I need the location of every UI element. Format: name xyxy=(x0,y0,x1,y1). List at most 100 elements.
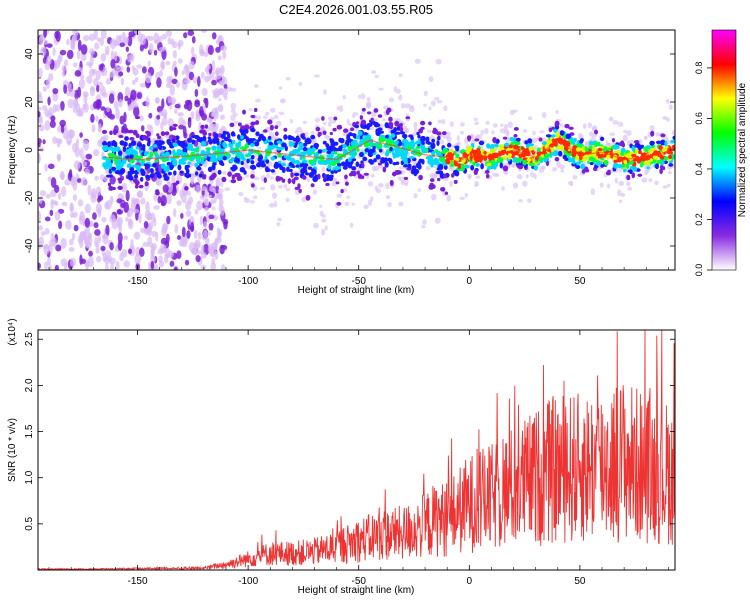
spectrogram-speckle xyxy=(188,71,195,81)
spectrogram-cell xyxy=(551,126,555,130)
spectrogram-cell xyxy=(385,134,389,139)
spectrogram-halo xyxy=(509,109,515,116)
spectrogram-speckle xyxy=(166,76,172,85)
spectrogram-cell xyxy=(616,150,621,154)
spectrogram-speckle xyxy=(195,109,200,120)
spectrogram-speckle xyxy=(39,190,47,197)
spectrogram-speckle xyxy=(96,99,102,109)
spectrogram-cell xyxy=(333,141,339,146)
spectrogram-speckle xyxy=(219,114,225,120)
spectrogram-speckle xyxy=(162,222,169,231)
spectrogram-speckle xyxy=(79,254,83,266)
spectrogram-cell xyxy=(451,173,455,178)
colorbar: 0.0 0.2 0.4 0.6 0.8 Normalized spectral ampl… xyxy=(694,29,748,276)
spectrogram-halo xyxy=(233,112,238,117)
spectrogram-speckle xyxy=(199,195,205,200)
spectrogram-cell xyxy=(443,164,448,170)
spectrogram-cell xyxy=(364,135,368,142)
spectrogram-speckle xyxy=(54,264,60,270)
spectrogram-speckle xyxy=(42,86,47,92)
spectrogram-cell xyxy=(490,159,496,166)
spectrogram-speckle xyxy=(38,236,44,247)
spectrogram-halo xyxy=(428,106,432,111)
spectrogram-halo xyxy=(638,139,643,144)
spectrogram-speckle xyxy=(97,197,101,203)
spectrogram-cell xyxy=(483,151,487,155)
spectrogram-cell xyxy=(410,139,415,143)
spectrogram-cell xyxy=(276,147,282,151)
spectrogram-halo xyxy=(255,98,261,103)
spectrogram-cell xyxy=(117,159,122,166)
spectrogram-speckle xyxy=(97,123,102,133)
spectrogram-speckle xyxy=(123,111,127,123)
spectrogram-cell xyxy=(107,152,113,157)
spectrogram-cell xyxy=(244,124,250,131)
spectrogram-speckle xyxy=(139,115,144,122)
spectrogram-cell xyxy=(355,121,360,125)
spectrogram-speckle xyxy=(223,220,228,230)
spectrogram-cell xyxy=(350,127,355,132)
spectrogram-cell xyxy=(274,125,279,130)
spectrogram-halo xyxy=(668,104,673,111)
spectrogram-cell xyxy=(366,111,372,115)
spectrogram-cell xyxy=(184,164,191,168)
spectrogram-speckle xyxy=(207,45,214,56)
spectrogram-cell xyxy=(141,134,148,140)
spectrogram-halo xyxy=(582,123,587,129)
spectrogram-speckle xyxy=(164,253,169,264)
spectrogram-speckle xyxy=(150,260,155,270)
spectrogram-halo xyxy=(428,76,434,83)
spectrogram-cell xyxy=(489,148,494,154)
spectrogram-cell xyxy=(133,174,139,179)
spectrogram-cell xyxy=(360,119,367,126)
spectrogram-halo xyxy=(285,76,291,81)
spectrogram-cell xyxy=(548,152,553,158)
spectrogram-cell xyxy=(378,148,383,153)
spectrogram-halo xyxy=(339,105,344,113)
spectrogram-ridge xyxy=(104,139,675,163)
spectrogram-halo xyxy=(285,197,290,203)
spectrogram-speckle xyxy=(125,217,129,222)
spectrogram-cell xyxy=(408,134,414,138)
spectrogram-halo xyxy=(223,94,228,101)
spectrogram-cell xyxy=(298,142,304,149)
spectrogram-cell xyxy=(166,161,171,166)
spectrogram-cell xyxy=(164,131,170,136)
spectrogram-cell xyxy=(364,148,370,153)
spectrogram-halo xyxy=(274,200,278,208)
spectrogram-cell xyxy=(351,158,357,162)
spectrogram-cell xyxy=(155,167,159,172)
spectrogram-speckle xyxy=(71,232,76,241)
spectrogram-speckle xyxy=(42,139,46,145)
spectrogram-halo xyxy=(423,103,427,107)
spectrogram-cell xyxy=(293,176,299,181)
spectrogram-cell xyxy=(513,133,518,138)
spectrogram-halo xyxy=(346,118,350,126)
spectrogram-cell xyxy=(572,137,577,142)
spectrogram-halo xyxy=(552,167,558,172)
spectrogram-cell xyxy=(395,161,400,165)
spectrogram-speckle xyxy=(96,255,102,263)
spectrogram-cell xyxy=(281,166,286,174)
spectrogram-speckle xyxy=(79,147,84,159)
spectrogram-cell xyxy=(128,150,134,154)
spectrogram-cell xyxy=(326,160,331,165)
spectrogram-cell xyxy=(270,169,275,173)
spectrogram-speckle xyxy=(145,201,150,213)
spectrogram-cell xyxy=(255,162,262,168)
colorbar-tick-label: 0.2 xyxy=(694,213,704,226)
spectrogram-halo xyxy=(609,132,615,136)
spectrogram-cell xyxy=(228,159,234,163)
spectrogram-cell xyxy=(306,151,312,156)
spectrogram-halo xyxy=(588,131,595,137)
spectrogram-speckle xyxy=(38,110,41,118)
spectrogram-cell xyxy=(200,140,207,147)
spectrogram-cell xyxy=(290,171,294,178)
spectrogram-halo xyxy=(360,93,366,100)
spectrogram-speckle xyxy=(95,202,102,214)
spectrogram-cell xyxy=(668,154,673,160)
spectrogram-cell xyxy=(417,134,421,139)
spectrogram-cell xyxy=(640,152,645,157)
spectrogram-speckle xyxy=(97,235,102,244)
spectrogram-halo xyxy=(212,188,216,194)
